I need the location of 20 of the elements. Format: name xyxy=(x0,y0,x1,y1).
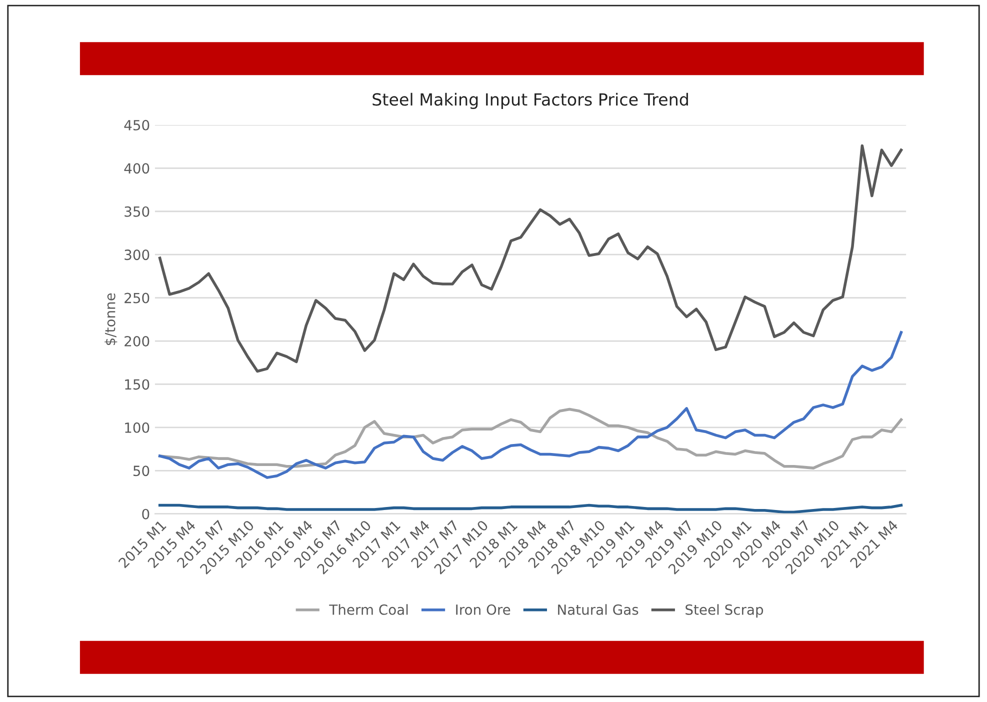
legend-label: Therm Coal xyxy=(329,604,408,615)
legend-label: Natural Gas xyxy=(558,604,638,615)
y-tick-label: 50 xyxy=(133,466,150,476)
y-tick-label: 300 xyxy=(124,250,150,260)
line-series xyxy=(158,330,903,479)
line-series xyxy=(158,144,903,373)
y-axis-title: $/tonne xyxy=(104,293,118,346)
y-tick-label: 450 xyxy=(124,120,150,130)
line-series xyxy=(158,504,903,514)
legend-label: Steel Scrap xyxy=(686,604,764,618)
legend-label: Iron Ore xyxy=(456,604,510,615)
y-tick-label: 250 xyxy=(124,292,150,304)
y-tick-label: 0 xyxy=(142,508,150,520)
y-tick-label: 350 xyxy=(124,206,150,217)
y-tick-label: 150 xyxy=(125,379,150,390)
y-tick-label: 200 xyxy=(124,336,150,346)
chart-title: Steel Making Input Factors Price Trend xyxy=(372,92,688,109)
line-series xyxy=(158,408,903,470)
y-tick-label: 400 xyxy=(124,163,150,174)
y-tick-label: 100 xyxy=(125,422,150,433)
